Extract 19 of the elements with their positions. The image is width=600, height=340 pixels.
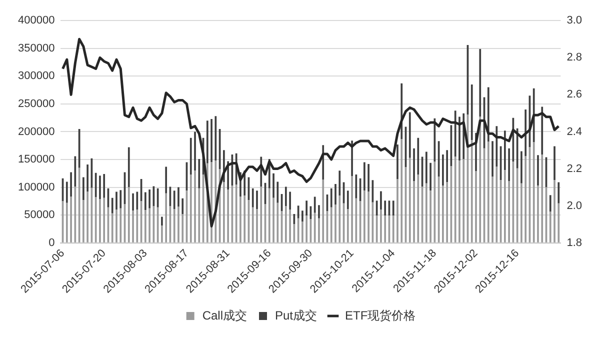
y-tick-label: 50000	[24, 209, 55, 222]
y-tick-label: 350000	[18, 42, 55, 54]
y-tick-label: 200000	[18, 126, 55, 138]
y-tick-label: 100000	[18, 181, 55, 194]
y2-tick-label: 2.8	[566, 52, 582, 64]
y2-tick-label: 2.0	[566, 200, 582, 212]
y-tick-label: 400000	[18, 14, 55, 27]
y-tick-label: 300000	[18, 70, 55, 82]
y2-tick-label: 2.4	[566, 126, 582, 138]
y2-tick-label: 3.0	[566, 14, 582, 27]
y2-tick-label: 1.8	[566, 236, 582, 249]
y-tick-label: 250000	[18, 98, 55, 110]
y-tick-label: 150000	[18, 154, 55, 166]
y-tick-label: 0	[48, 236, 55, 249]
legend-label: Call成交	[202, 308, 247, 322]
y2-tick-label: 2.2	[566, 162, 582, 175]
legend-label: Put成交	[275, 308, 318, 322]
legend-label: ETF现货价格	[345, 308, 416, 322]
y2-tick-label: 2.6	[566, 88, 582, 101]
